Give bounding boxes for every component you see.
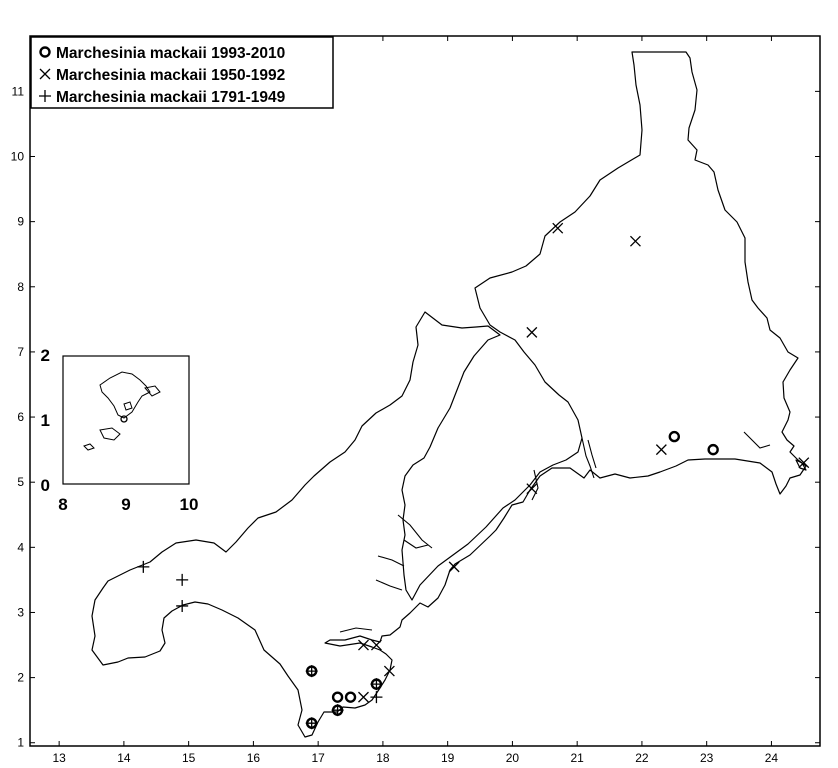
record-plus xyxy=(137,560,150,573)
legend-label: Marchesinia mackaii 1993-2010 xyxy=(56,45,285,62)
island-outline xyxy=(144,385,161,397)
record-plus xyxy=(176,599,189,612)
inset-record-circle xyxy=(120,415,128,423)
river-inlet xyxy=(377,555,405,567)
river-inlets xyxy=(339,431,771,633)
record-circle xyxy=(370,678,383,690)
river-inlet xyxy=(531,469,539,501)
x-tick-label: 14 xyxy=(117,751,131,765)
record-cross xyxy=(448,561,460,573)
legend-entry-circle: Marchesinia mackaii 1993-2010 xyxy=(39,45,285,62)
river-inlet xyxy=(743,431,771,449)
y-tick-label: 7 xyxy=(17,345,24,359)
record-cross xyxy=(383,665,395,677)
y-tick-label: 3 xyxy=(17,605,24,619)
legend-plus-icon xyxy=(39,90,51,102)
record-plus xyxy=(176,573,189,586)
x-tick-label: 15 xyxy=(182,751,196,765)
y-tick-label: 4 xyxy=(17,540,24,554)
record-plus xyxy=(370,691,383,704)
inset-y-tick-label: 1 xyxy=(41,411,50,430)
legend-cross-icon xyxy=(39,68,51,80)
inset-x-ticks: 8 9 10 xyxy=(58,495,198,514)
x-tick-label: 21 xyxy=(570,751,584,765)
legend-circle-icon xyxy=(39,46,51,58)
record-circle xyxy=(668,430,681,443)
legend: Marchesinia mackaii 1993-2010 Marchesini… xyxy=(30,36,334,109)
record-cross xyxy=(526,483,538,495)
x-tick-label: 13 xyxy=(52,751,66,765)
channel-islands xyxy=(795,459,807,471)
x-tick-label: 23 xyxy=(700,751,714,765)
x-tick-label: 20 xyxy=(506,751,520,765)
y-tick-label: 11 xyxy=(12,84,25,98)
record-cross xyxy=(358,691,369,703)
scilly-islands xyxy=(83,371,161,451)
inset-y-tick-label: 2 xyxy=(41,346,50,365)
legend-entry-cross: Marchesinia mackaii 1950-1992 xyxy=(39,67,285,84)
river-inlet xyxy=(339,627,373,633)
river-inlet xyxy=(403,539,429,549)
record-circle xyxy=(331,704,344,716)
record-cross xyxy=(370,639,382,651)
record-circle xyxy=(305,717,318,729)
coastline xyxy=(91,51,807,738)
island-outline xyxy=(99,427,121,441)
x-tick-label: 17 xyxy=(311,751,325,765)
record-circle xyxy=(331,691,344,703)
x-tick-label: 18 xyxy=(376,751,390,765)
record-markers xyxy=(137,222,810,730)
legend-label: Marchesinia mackaii 1791-1949 xyxy=(56,89,286,106)
y-tick-label: 8 xyxy=(17,280,24,294)
island-outline xyxy=(83,443,95,451)
record-circle xyxy=(305,665,318,677)
y-tick-label: 1 xyxy=(17,736,24,750)
y-tick-label: 9 xyxy=(17,215,24,229)
river-inlet xyxy=(375,579,403,591)
record-cross xyxy=(655,444,667,456)
river-inlet xyxy=(581,437,595,479)
record-cross xyxy=(552,222,564,234)
inset-y-tick-label: 0 xyxy=(41,476,50,495)
inset-x-tick-label: 9 xyxy=(121,495,130,514)
record-cross xyxy=(629,235,641,247)
record-circle xyxy=(344,691,357,703)
y-tick-label: 2 xyxy=(17,671,24,685)
y-tick-label: 6 xyxy=(17,410,24,424)
record-cross xyxy=(526,326,538,338)
record-cross xyxy=(798,457,810,469)
island-outline xyxy=(123,401,133,411)
y-tick-label: 10 xyxy=(11,150,25,164)
scilly-inset: 8 9 10 0 1 2 xyxy=(41,346,199,514)
inset-x-tick-label: 10 xyxy=(180,495,199,514)
x-tick-label: 19 xyxy=(441,751,455,765)
record-cross xyxy=(358,639,369,651)
legend-entry-plus: Marchesinia mackaii 1791-1949 xyxy=(39,89,286,106)
island-outline xyxy=(99,371,151,419)
y-tick-label: 5 xyxy=(17,475,24,489)
record-circle xyxy=(707,443,719,456)
river-inlet xyxy=(397,514,433,549)
inset-frame xyxy=(62,355,190,485)
legend-box xyxy=(30,36,334,109)
x-tick-label: 22 xyxy=(635,751,649,765)
legend-label: Marchesinia mackaii 1950-1992 xyxy=(56,67,285,84)
inset-x-tick-label: 8 xyxy=(58,495,67,514)
inset-y-ticks: 0 1 2 xyxy=(41,346,50,495)
x-tick-label: 16 xyxy=(247,751,261,765)
river-inlet xyxy=(587,439,597,469)
x-tick-label: 24 xyxy=(765,751,779,765)
